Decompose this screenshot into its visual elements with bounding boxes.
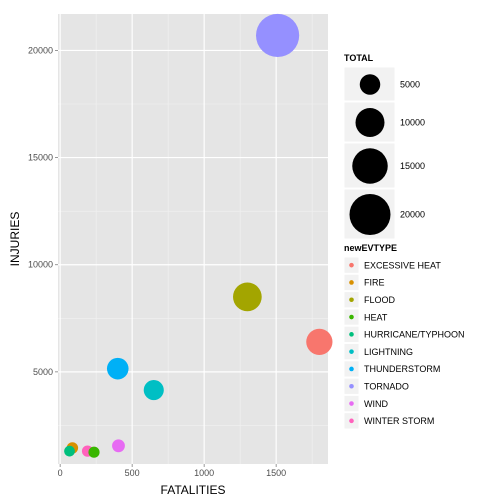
size-legend-circle	[349, 194, 391, 235]
x-tick-label: 1500	[266, 468, 286, 478]
point-wind	[112, 439, 125, 453]
x-axis-ticks: 0 500 1000 1500	[58, 464, 286, 478]
point-flood	[233, 282, 262, 312]
color-legend-label: WINTER STORM	[364, 416, 434, 426]
size-legend-label: 15000	[400, 161, 425, 171]
color-legend-label: HURRICANE/TYPHOON	[364, 330, 465, 340]
grid-major	[58, 14, 328, 464]
color-legend-title: newEVTYPE	[344, 243, 397, 253]
y-tick-label: 10000	[28, 260, 53, 270]
color-legend-label: EXCESSIVE HEAT	[364, 260, 441, 270]
size-legend-circle	[352, 148, 388, 184]
size-legend-label: 20000	[400, 210, 425, 220]
size-legend-title: TOTAL	[344, 53, 374, 63]
y-axis-title: INJURIES	[8, 212, 22, 267]
color-legend-dot	[349, 314, 354, 320]
color-legend-dot	[349, 401, 354, 406]
size-legend-keys: 5000 10000 15000 20000	[343, 66, 425, 240]
plot-panel	[58, 14, 328, 464]
size-legend-label: 10000	[400, 118, 425, 128]
size-legend-circle	[355, 108, 385, 137]
color-legend-dot	[349, 383, 354, 389]
point-excessive-heat	[306, 328, 333, 355]
size-legend: TOTAL 5000 10000 15000 20000	[343, 53, 425, 240]
color-legend-label: TORNADO	[364, 381, 409, 391]
color-legend-label: FLOOD	[364, 295, 396, 305]
color-legend-dot	[349, 366, 354, 372]
color-legend-label: WIND	[364, 399, 388, 409]
x-axis-title: FATALITIES	[161, 483, 226, 497]
x-tick-label: 1000	[194, 468, 214, 478]
x-tick-label: 500	[125, 468, 140, 478]
color-legend-label: THUNDERSTORM	[364, 364, 440, 374]
y-tick-label: 15000	[28, 153, 53, 163]
color-legend-keys: EXCESSIVE HEAT FIRE FLOOD HEAT HURRICANE/TYP…	[343, 256, 465, 430]
point-thunderstorm	[106, 357, 129, 380]
color-legend-dot	[349, 418, 354, 424]
size-legend-circle	[359, 74, 381, 95]
point-lightning	[143, 380, 164, 401]
color-legend-label: FIRE	[364, 278, 385, 288]
color-legend-dot	[349, 280, 354, 285]
y-axis-ticks: 5000 10000 15000 20000	[28, 45, 58, 377]
point-heat	[88, 446, 100, 458]
data-points	[64, 13, 333, 458]
y-tick-label: 20000	[28, 45, 53, 55]
y-tick-label: 5000	[33, 367, 53, 377]
color-legend-dot	[349, 297, 354, 303]
size-legend-label: 5000	[400, 80, 420, 90]
color-legend-dot	[349, 349, 354, 354]
point-tornado	[256, 13, 300, 58]
point-hurricane-typhoon	[64, 445, 75, 457]
color-legend-label: LIGHTNING	[364, 347, 413, 357]
color-legend-dot	[349, 332, 354, 337]
color-legend-label: HEAT	[364, 312, 388, 322]
grid-minor	[58, 14, 328, 464]
color-legend: newEVTYPE EXCESSIVE HEAT FIRE FLOOD HEAT HUR…	[343, 243, 465, 430]
x-tick-label: 0	[58, 468, 63, 478]
color-legend-dot	[349, 262, 354, 268]
